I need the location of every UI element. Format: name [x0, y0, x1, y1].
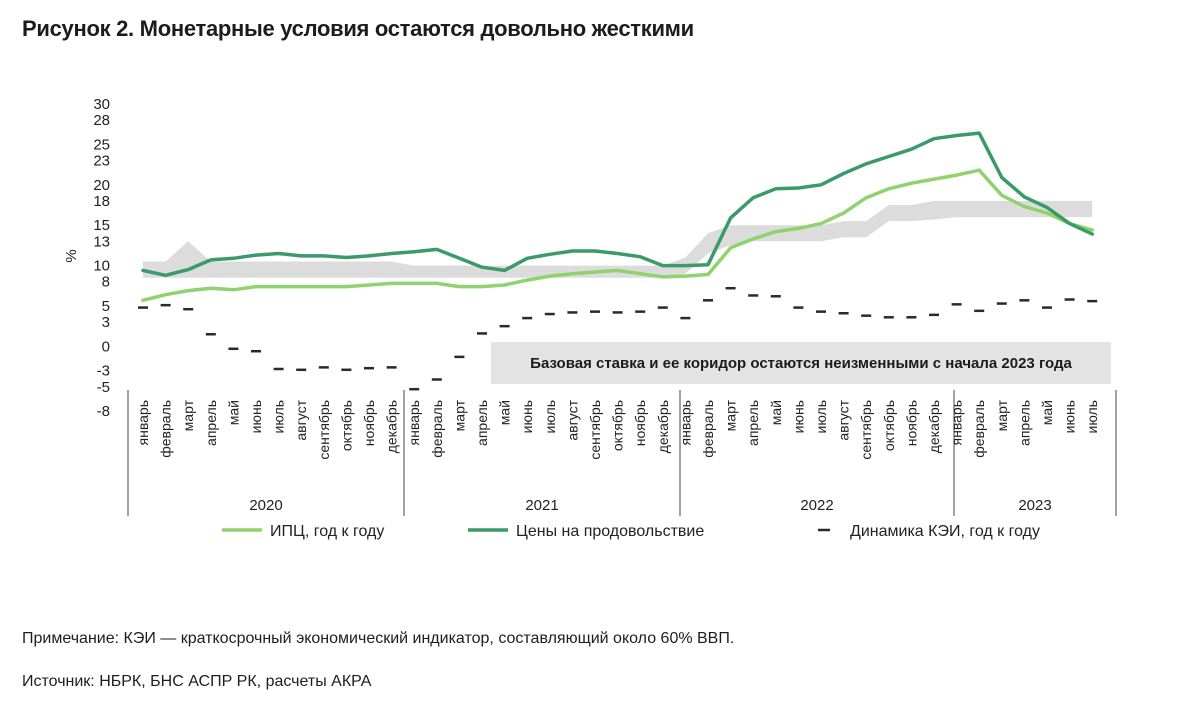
year-label: 2022: [800, 497, 833, 514]
year-label: 2020: [249, 497, 282, 514]
month-label: июль: [813, 400, 829, 433]
month-label: июнь: [1062, 400, 1078, 433]
month-label: июль: [271, 400, 287, 433]
month-label: февраль: [700, 400, 716, 458]
annotation-text: Базовая ставка и ее коридор остаются неи…: [530, 355, 1072, 372]
month-label: декабрь: [655, 400, 671, 453]
month-label: август: [564, 399, 580, 440]
y-tick-label: 18: [93, 193, 110, 210]
y-tick-label: 15: [93, 217, 110, 234]
month-label: ноябрь: [903, 400, 919, 446]
y-tick-label: 10: [93, 258, 110, 275]
month-label: апрель: [1016, 400, 1032, 446]
month-label: октябрь: [881, 400, 897, 451]
month-label: декабрь: [384, 400, 400, 453]
month-label: январь: [677, 400, 693, 445]
y-axis-label: %: [63, 249, 80, 262]
month-label: июнь: [790, 400, 806, 433]
month-label: февраль: [158, 400, 174, 458]
month-label: декабрь: [926, 400, 942, 453]
month-label: март: [723, 399, 739, 431]
chart: Базовая ставка и ее коридор остаются неи…: [63, 96, 1117, 540]
month-label: июнь: [519, 400, 535, 433]
y-tick-label: 23: [93, 153, 110, 170]
annotation-box: [491, 342, 1111, 384]
cpi-line: [141, 168, 1094, 303]
month-label: сентябрь: [858, 400, 874, 460]
month-label: январь: [135, 400, 151, 445]
month-label: август: [836, 399, 852, 440]
month-label: март: [180, 399, 196, 431]
month-label: июль: [542, 400, 558, 433]
y-tick-label: 13: [93, 233, 110, 250]
month-label: апрель: [203, 400, 219, 446]
y-tick-label: -5: [97, 379, 110, 396]
legend-label-kei: Динамика КЭИ, год к году: [850, 523, 1040, 540]
month-label: июнь: [248, 400, 264, 433]
year-label: 2021: [525, 497, 558, 514]
figure-title: Рисунок 2. Монетарные условия остаются д…: [22, 16, 694, 41]
month-label: ноябрь: [361, 400, 377, 446]
month-label: январь: [406, 400, 422, 445]
y-tick-label: 28: [93, 112, 110, 129]
y-tick-label: 3: [102, 314, 110, 331]
y-tick-label: -3: [97, 363, 110, 380]
y-tick-label: -8: [97, 403, 110, 420]
y-tick-label: 0: [102, 338, 110, 355]
month-label: март: [994, 399, 1010, 431]
month-label: октябрь: [610, 400, 626, 451]
note-text: Примечание: КЭИ — краткосрочный экономич…: [22, 630, 735, 647]
month-label: ноябрь: [632, 400, 648, 446]
month-label: сентябрь: [316, 400, 332, 460]
month-label: февраль: [429, 400, 445, 458]
legend-label-food: Цены на продовольствие: [516, 523, 704, 540]
month-label: май: [1039, 400, 1055, 425]
y-tick-label: 5: [102, 298, 110, 315]
month-label: апрель: [474, 400, 490, 446]
legend-label-cpi: ИПЦ, год к году: [270, 523, 384, 540]
y-tick-label: 8: [102, 274, 110, 291]
month-label: январь: [949, 400, 965, 445]
y-tick-label: 20: [93, 177, 110, 194]
month-label: май: [497, 400, 513, 425]
month-label: июль: [1084, 400, 1100, 433]
month-label: март: [451, 399, 467, 431]
month-label: апрель: [745, 400, 761, 446]
food-prices-line: [141, 131, 1094, 278]
corridor-band: [143, 200, 1093, 278]
year-label: 2023: [1018, 497, 1051, 514]
month-label: октябрь: [338, 400, 354, 451]
month-label: май: [225, 400, 241, 425]
month-label: февраль: [971, 400, 987, 458]
month-label: август: [293, 399, 309, 440]
month-label: сентябрь: [587, 400, 603, 460]
source-text: Источник: НБРК, БНС АСПР РК, расчеты АКР…: [22, 673, 372, 690]
y-tick-label: 25: [93, 136, 110, 153]
month-label: май: [768, 400, 784, 425]
y-tick-label: 30: [93, 96, 110, 113]
